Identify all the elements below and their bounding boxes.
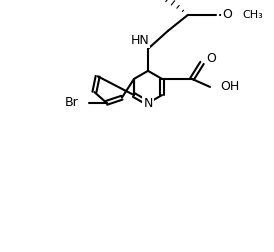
- Text: O: O: [222, 8, 232, 21]
- Text: CH₃: CH₃: [242, 10, 263, 20]
- Text: Br: Br: [65, 96, 79, 109]
- Text: O: O: [206, 52, 216, 66]
- Text: N: N: [143, 97, 153, 110]
- Text: OH: OH: [220, 80, 239, 93]
- Text: HN: HN: [131, 34, 149, 47]
